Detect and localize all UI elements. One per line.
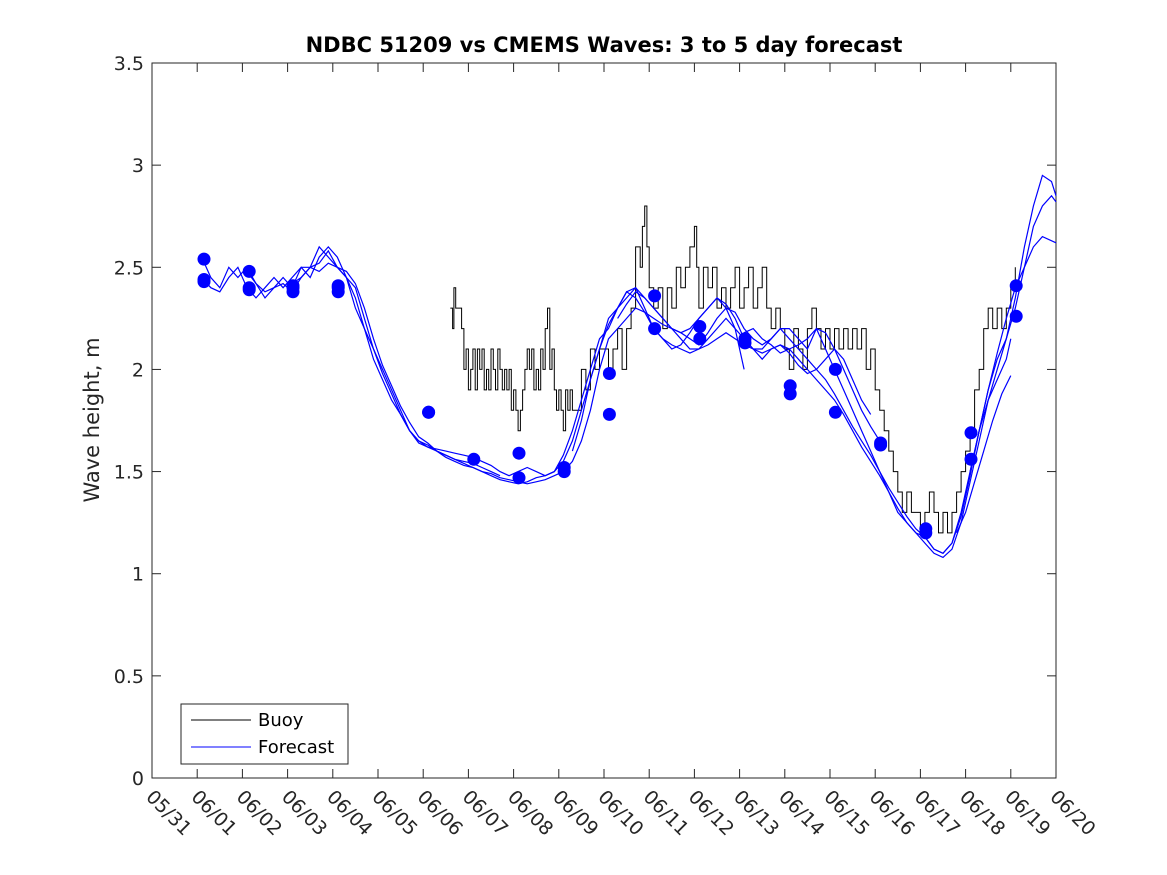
forecast-marker bbox=[1009, 309, 1023, 323]
buoy-line bbox=[450, 205, 1016, 534]
forecast-marker bbox=[602, 407, 616, 421]
forecast-marker bbox=[242, 264, 256, 278]
forecast-marker bbox=[693, 320, 707, 333]
legend-forecast-label: Forecast bbox=[258, 737, 334, 758]
forecast-marker bbox=[828, 405, 842, 419]
y-tick-label: 1 bbox=[132, 564, 144, 586]
forecast-marker bbox=[467, 452, 481, 466]
forecast-line bbox=[571, 286, 872, 452]
y-tick-label: 2 bbox=[132, 359, 144, 381]
forecast-line bbox=[956, 375, 1012, 534]
forecast-marker bbox=[422, 405, 436, 419]
y-tick-label: 1.5 bbox=[114, 462, 144, 484]
y-axis: 0 0.5 1 1.5 2 2.5 3 3.5 bbox=[114, 53, 1056, 790]
forecast-markers bbox=[197, 252, 1023, 540]
legend-box bbox=[180, 703, 349, 765]
y-tick-label: 2.5 bbox=[114, 257, 144, 279]
forecast-marker bbox=[602, 367, 616, 380]
y-tick-label: 0.5 bbox=[114, 666, 144, 688]
y-tick-label: 3 bbox=[132, 155, 144, 177]
forecast-line bbox=[617, 290, 745, 370]
forecast-marker bbox=[512, 446, 526, 460]
forecast-marker bbox=[512, 471, 526, 485]
forecast-marker bbox=[197, 252, 211, 266]
forecast-marker bbox=[1009, 279, 1023, 293]
forecast-marker bbox=[197, 275, 211, 289]
forecast-marker bbox=[874, 438, 888, 452]
forecast-marker bbox=[693, 332, 707, 346]
forecast-marker bbox=[828, 362, 842, 376]
forecast-marker bbox=[648, 322, 662, 336]
forecast-marker bbox=[964, 426, 978, 440]
forecast-line bbox=[969, 338, 1012, 472]
forecast-marker bbox=[783, 387, 797, 401]
y-axis-label: Wave height, m bbox=[80, 337, 104, 502]
forecast-marker bbox=[331, 281, 345, 295]
y-tick-label: 3.5 bbox=[114, 53, 144, 75]
plot-area bbox=[151, 62, 1057, 779]
forecast-marker bbox=[286, 281, 300, 295]
forecast-line bbox=[743, 327, 881, 442]
legend: Buoy Forecast bbox=[180, 703, 349, 765]
y-tick-label: 0 bbox=[132, 768, 144, 790]
forecast-marker bbox=[557, 465, 571, 479]
forecast-marker bbox=[738, 336, 752, 350]
forecast-marker bbox=[919, 526, 933, 540]
axes-box bbox=[151, 62, 1057, 779]
legend-buoy-label: Buoy bbox=[258, 710, 304, 731]
forecast-marker bbox=[964, 452, 978, 466]
forecast-marker bbox=[648, 289, 662, 303]
chart-title: NDBC 51209 vs CMEMS Waves: 3 to 5 day fo… bbox=[306, 33, 903, 57]
buoy-series bbox=[450, 205, 1016, 534]
forecast-marker bbox=[242, 281, 256, 295]
